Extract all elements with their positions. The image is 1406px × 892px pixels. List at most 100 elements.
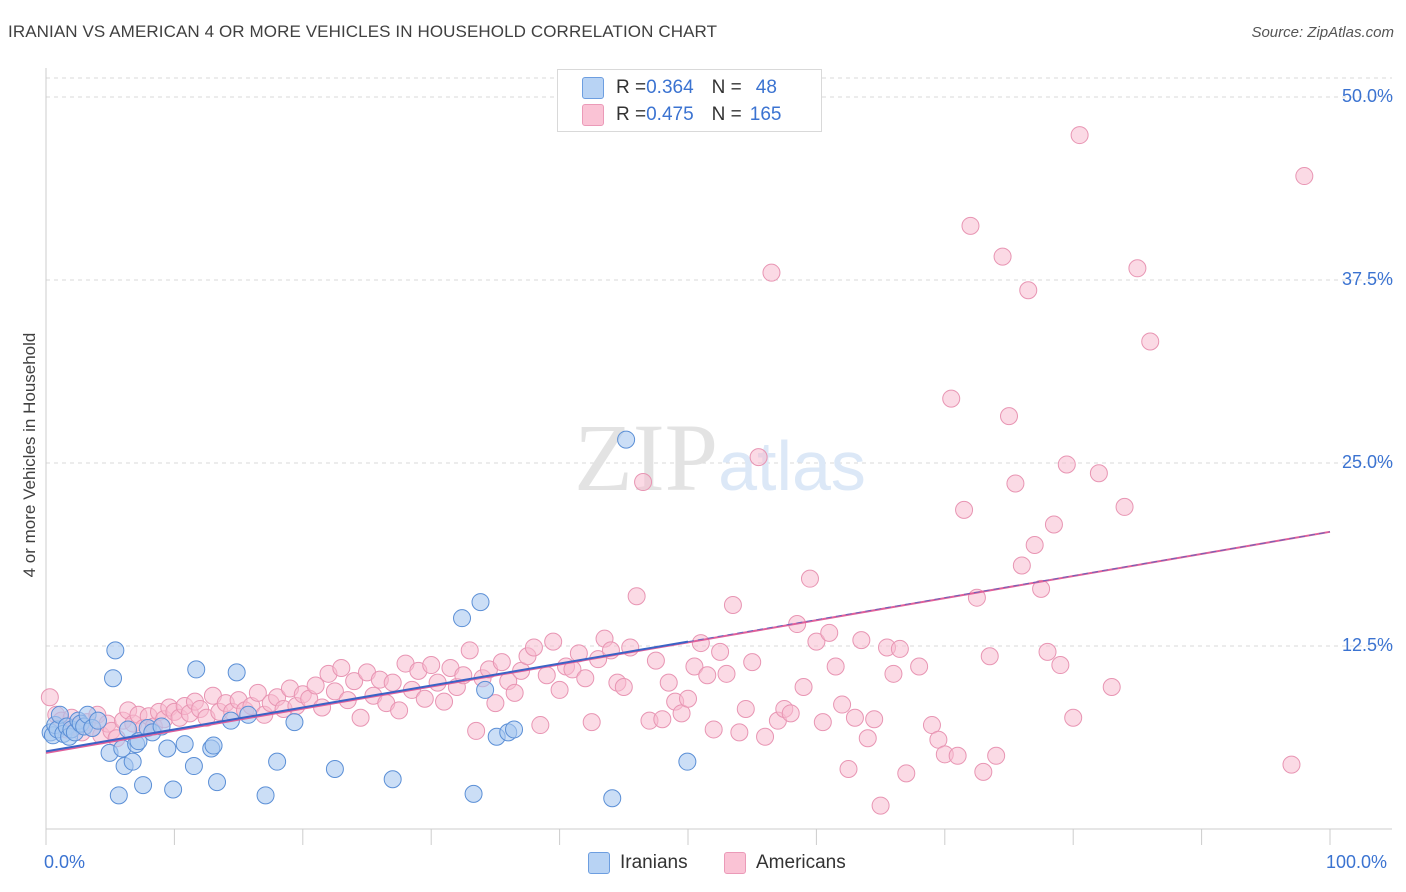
americans-point <box>582 713 601 732</box>
americans-point <box>345 672 364 691</box>
americans-point <box>800 569 819 588</box>
americans-n-value: 165 <box>749 104 782 125</box>
americans-point <box>1089 464 1108 483</box>
watermark-atlas: atlas <box>718 427 866 505</box>
iranians-point <box>227 663 246 682</box>
iranians-n-value: 48 <box>755 77 777 98</box>
americans-point <box>961 216 980 235</box>
americans-point <box>756 727 775 746</box>
iranians-trend-extension <box>687 531 1331 643</box>
americans-point <box>1038 642 1057 661</box>
americans-point <box>1057 455 1076 474</box>
americans-point <box>537 666 556 685</box>
iranians-point <box>184 757 203 776</box>
watermark: ZIPatlas <box>574 404 866 511</box>
americans-point <box>422 656 441 675</box>
americans-point <box>890 639 909 658</box>
americans-point <box>1115 497 1134 516</box>
x-tick-right: 100.0% <box>1326 852 1388 872</box>
americans-point <box>736 699 755 718</box>
americans-point <box>1000 407 1018 426</box>
iranians-point <box>268 752 287 771</box>
iranians-point <box>256 786 275 805</box>
americans-point <box>306 676 325 695</box>
americans-point <box>1044 515 1063 534</box>
americans-point <box>467 721 486 740</box>
americans-point <box>743 653 762 672</box>
iranians-n-label: N = <box>711 77 742 98</box>
iranians-point <box>134 776 153 795</box>
americans-point <box>858 729 877 748</box>
iranians-point <box>678 752 697 771</box>
iranians-point <box>104 669 123 688</box>
iranians-point <box>617 430 636 449</box>
americans-point <box>679 689 697 708</box>
americans-point <box>634 473 653 492</box>
americans-point <box>820 623 839 642</box>
americans-point <box>390 701 409 720</box>
source-label: Source: ZipAtlas.com <box>1251 24 1394 41</box>
americans-point <box>685 657 704 676</box>
americans-point <box>544 632 563 651</box>
iranians-point <box>285 713 304 732</box>
americans-point <box>845 708 864 727</box>
americans-point <box>576 669 595 688</box>
americans-point <box>1032 579 1051 598</box>
americans-point <box>1025 535 1044 554</box>
americans-point <box>852 631 871 650</box>
correlation-legend: R = 0.364 N = 48 R = 0.475 N = 165 <box>557 69 822 132</box>
americans-point <box>749 448 768 467</box>
gridlines <box>46 77 1392 647</box>
americans-point <box>1102 677 1121 696</box>
americans-point <box>653 710 672 729</box>
americans-r-value: 0.475 <box>646 104 694 125</box>
iranians-point <box>158 739 177 758</box>
iranians-point <box>453 609 472 628</box>
iranians-point <box>383 770 402 789</box>
chart-title: IRANIAN VS AMERICAN 4 OR MORE VEHICLES I… <box>8 22 718 41</box>
iranians-point <box>505 720 524 739</box>
americans-point <box>659 673 678 692</box>
iranians-point <box>204 736 223 755</box>
americans-point <box>492 653 511 672</box>
iranians-point <box>123 752 142 771</box>
americans-point <box>884 664 903 683</box>
americans-point <box>460 641 479 660</box>
americans-point <box>698 666 717 685</box>
americans-point <box>865 710 884 729</box>
americans-point <box>435 692 454 711</box>
americans-point <box>948 746 967 765</box>
americans-point <box>974 762 993 781</box>
bottom-legend-americans: Americans <box>724 852 846 874</box>
americans-point <box>351 708 370 727</box>
trend-lines <box>45 530 1331 754</box>
americans-point <box>1141 332 1160 351</box>
iranians-point <box>109 786 128 805</box>
americans-point <box>1006 474 1025 493</box>
americans-point <box>910 657 929 676</box>
iranians-point <box>175 735 194 754</box>
americans-point <box>691 634 710 653</box>
americans-point <box>826 657 845 676</box>
americans-point <box>987 746 1006 765</box>
americans-point <box>1070 126 1089 145</box>
bottom-iranians-label: Iranians <box>620 852 688 873</box>
y-tick-label-2: 37.5% <box>1341 269 1393 289</box>
americans-point <box>723 596 742 615</box>
iranians-point <box>187 660 206 679</box>
americans-point <box>839 759 858 778</box>
iranians-point <box>89 711 108 730</box>
americans-point <box>704 720 723 739</box>
watermark-zip: ZIP <box>574 404 718 511</box>
americans-point <box>807 632 826 651</box>
iranians-points <box>41 430 697 808</box>
y-tick-label-3: 50.0% <box>1341 86 1393 106</box>
x-tick-left: 0.0% <box>44 852 86 872</box>
legend-row-americans: R = 0.475 N = 165 <box>582 103 781 127</box>
iranians-point <box>106 641 125 660</box>
americans-point <box>313 698 332 717</box>
americans-n-label: N = <box>711 104 742 125</box>
americans-point <box>415 689 434 708</box>
iranians-r-value: 0.364 <box>646 77 694 98</box>
